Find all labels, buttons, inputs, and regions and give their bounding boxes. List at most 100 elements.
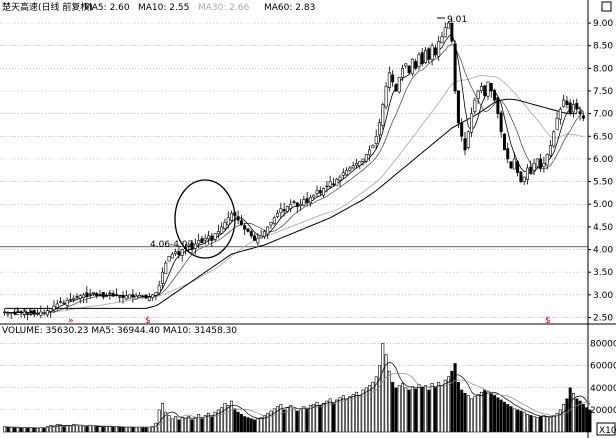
- candle: [354, 158, 358, 169]
- volume-bar: [565, 398, 569, 433]
- price-tick-label: 9.00: [593, 19, 613, 29]
- volume-bar: [341, 395, 345, 433]
- volume-bar: [479, 391, 483, 433]
- candle: [315, 185, 319, 197]
- candle: [128, 294, 132, 299]
- volume-bar: [144, 427, 148, 433]
- candle: [387, 66, 391, 92]
- candle: [394, 82, 398, 92]
- volume-bar: [26, 426, 30, 433]
- volume-bar: [437, 381, 441, 433]
- volume-bar: [230, 400, 234, 433]
- candle: [292, 199, 296, 205]
- candle: [545, 153, 549, 170]
- candle: [420, 48, 424, 67]
- volume-bar: [315, 401, 319, 433]
- candle: [539, 153, 543, 172]
- price-tick-label: 4.00: [593, 246, 613, 256]
- candle: [335, 177, 339, 186]
- volume-bar: [571, 392, 575, 433]
- candle: [391, 70, 395, 87]
- candle: [203, 234, 207, 245]
- volume-bar: [450, 370, 454, 433]
- volume-bar: [401, 383, 405, 433]
- candle: [95, 291, 99, 299]
- volume-bar: [486, 390, 490, 433]
- candle: [85, 286, 89, 303]
- volume-bar: [6, 426, 10, 433]
- candle: [529, 160, 533, 175]
- volume-bar: [463, 392, 467, 433]
- candle: [213, 233, 217, 242]
- candle: [157, 280, 161, 296]
- candle: [111, 290, 115, 298]
- candle: [351, 161, 355, 170]
- candle: [154, 292, 158, 301]
- price-tick-label: 8.50: [593, 42, 613, 52]
- candle: [3, 308, 7, 316]
- candle: [581, 112, 585, 122]
- candle: [341, 168, 345, 180]
- volume-bar: [312, 404, 316, 433]
- volume-bar: [476, 394, 480, 433]
- volume-bar: [262, 415, 266, 433]
- volume-bar: [154, 422, 158, 433]
- candle: [220, 222, 224, 235]
- volume-bar: [269, 410, 273, 433]
- candle: [272, 215, 276, 226]
- candle: [285, 205, 289, 213]
- volume-bar: [506, 404, 510, 433]
- candle: [134, 292, 138, 300]
- candle: [364, 153, 368, 164]
- volume-bar: [509, 406, 513, 433]
- volume-bar: [335, 399, 339, 433]
- volume-bar: [42, 427, 46, 433]
- volume-bar: [39, 427, 43, 433]
- candle: [210, 232, 214, 247]
- volume-bar: [558, 409, 562, 433]
- candle: [124, 290, 128, 301]
- candle: [16, 307, 20, 313]
- volume-bar: [82, 425, 86, 433]
- candle: [137, 291, 141, 298]
- volume-bar: [305, 408, 309, 433]
- candle: [348, 165, 352, 173]
- candle: [223, 218, 227, 231]
- volume-bar: [226, 405, 230, 433]
- volume-bar: [246, 417, 250, 433]
- ma60-line: [4, 98, 577, 309]
- volume-bar: [440, 385, 444, 433]
- volume-bar: [49, 425, 53, 433]
- candle: [289, 199, 293, 213]
- volume-bar: [45, 426, 49, 433]
- candle: [121, 291, 125, 304]
- volume-bar: [170, 418, 174, 433]
- candle: [377, 118, 381, 142]
- volume-bar: [466, 395, 470, 433]
- volume-bar: [502, 401, 506, 433]
- price-tick-label: 6.00: [593, 155, 613, 165]
- candle: [450, 18, 454, 44]
- candle: [62, 299, 66, 305]
- candle: [174, 248, 178, 257]
- candle: [509, 161, 513, 170]
- volume-bar: [253, 419, 257, 433]
- volume-bar: [414, 388, 418, 433]
- volume-bar: [377, 365, 381, 433]
- candle: [473, 97, 477, 115]
- volume-bar: [121, 427, 125, 433]
- volume-bars: [3, 343, 592, 433]
- candle: [502, 133, 506, 151]
- candle: [433, 44, 437, 58]
- volume-bar: [124, 426, 128, 433]
- volume-bar: [443, 379, 447, 433]
- candle: [414, 58, 418, 71]
- candle: [522, 176, 526, 186]
- candle: [226, 211, 230, 229]
- volume-bar: [374, 376, 378, 433]
- volume-bar: [131, 426, 135, 433]
- volume-bar: [302, 406, 306, 433]
- window-toggle-icon[interactable]: [601, 1, 612, 12]
- volume-bar: [174, 416, 178, 433]
- volume-bar: [167, 415, 171, 433]
